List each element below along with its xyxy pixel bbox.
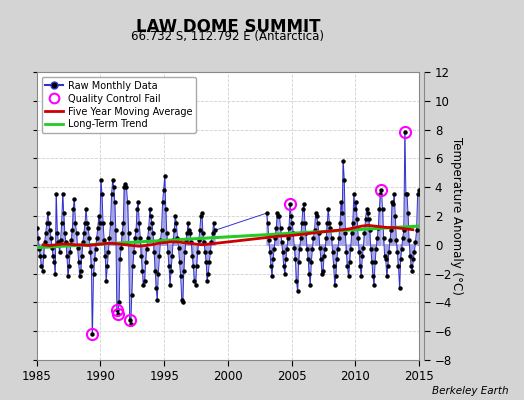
Text: 66.732 S, 112.792 E (Antarctica): 66.732 S, 112.792 E (Antarctica): [132, 30, 324, 43]
Y-axis label: Temperature Anomaly (°C): Temperature Anomaly (°C): [450, 137, 463, 295]
Legend: Raw Monthly Data, Quality Control Fail, Five Year Moving Average, Long-Term Tren: Raw Monthly Data, Quality Control Fail, …: [41, 77, 196, 133]
Text: LAW DOME SUMMIT: LAW DOME SUMMIT: [136, 18, 320, 36]
Text: Berkeley Earth: Berkeley Earth: [432, 386, 508, 396]
